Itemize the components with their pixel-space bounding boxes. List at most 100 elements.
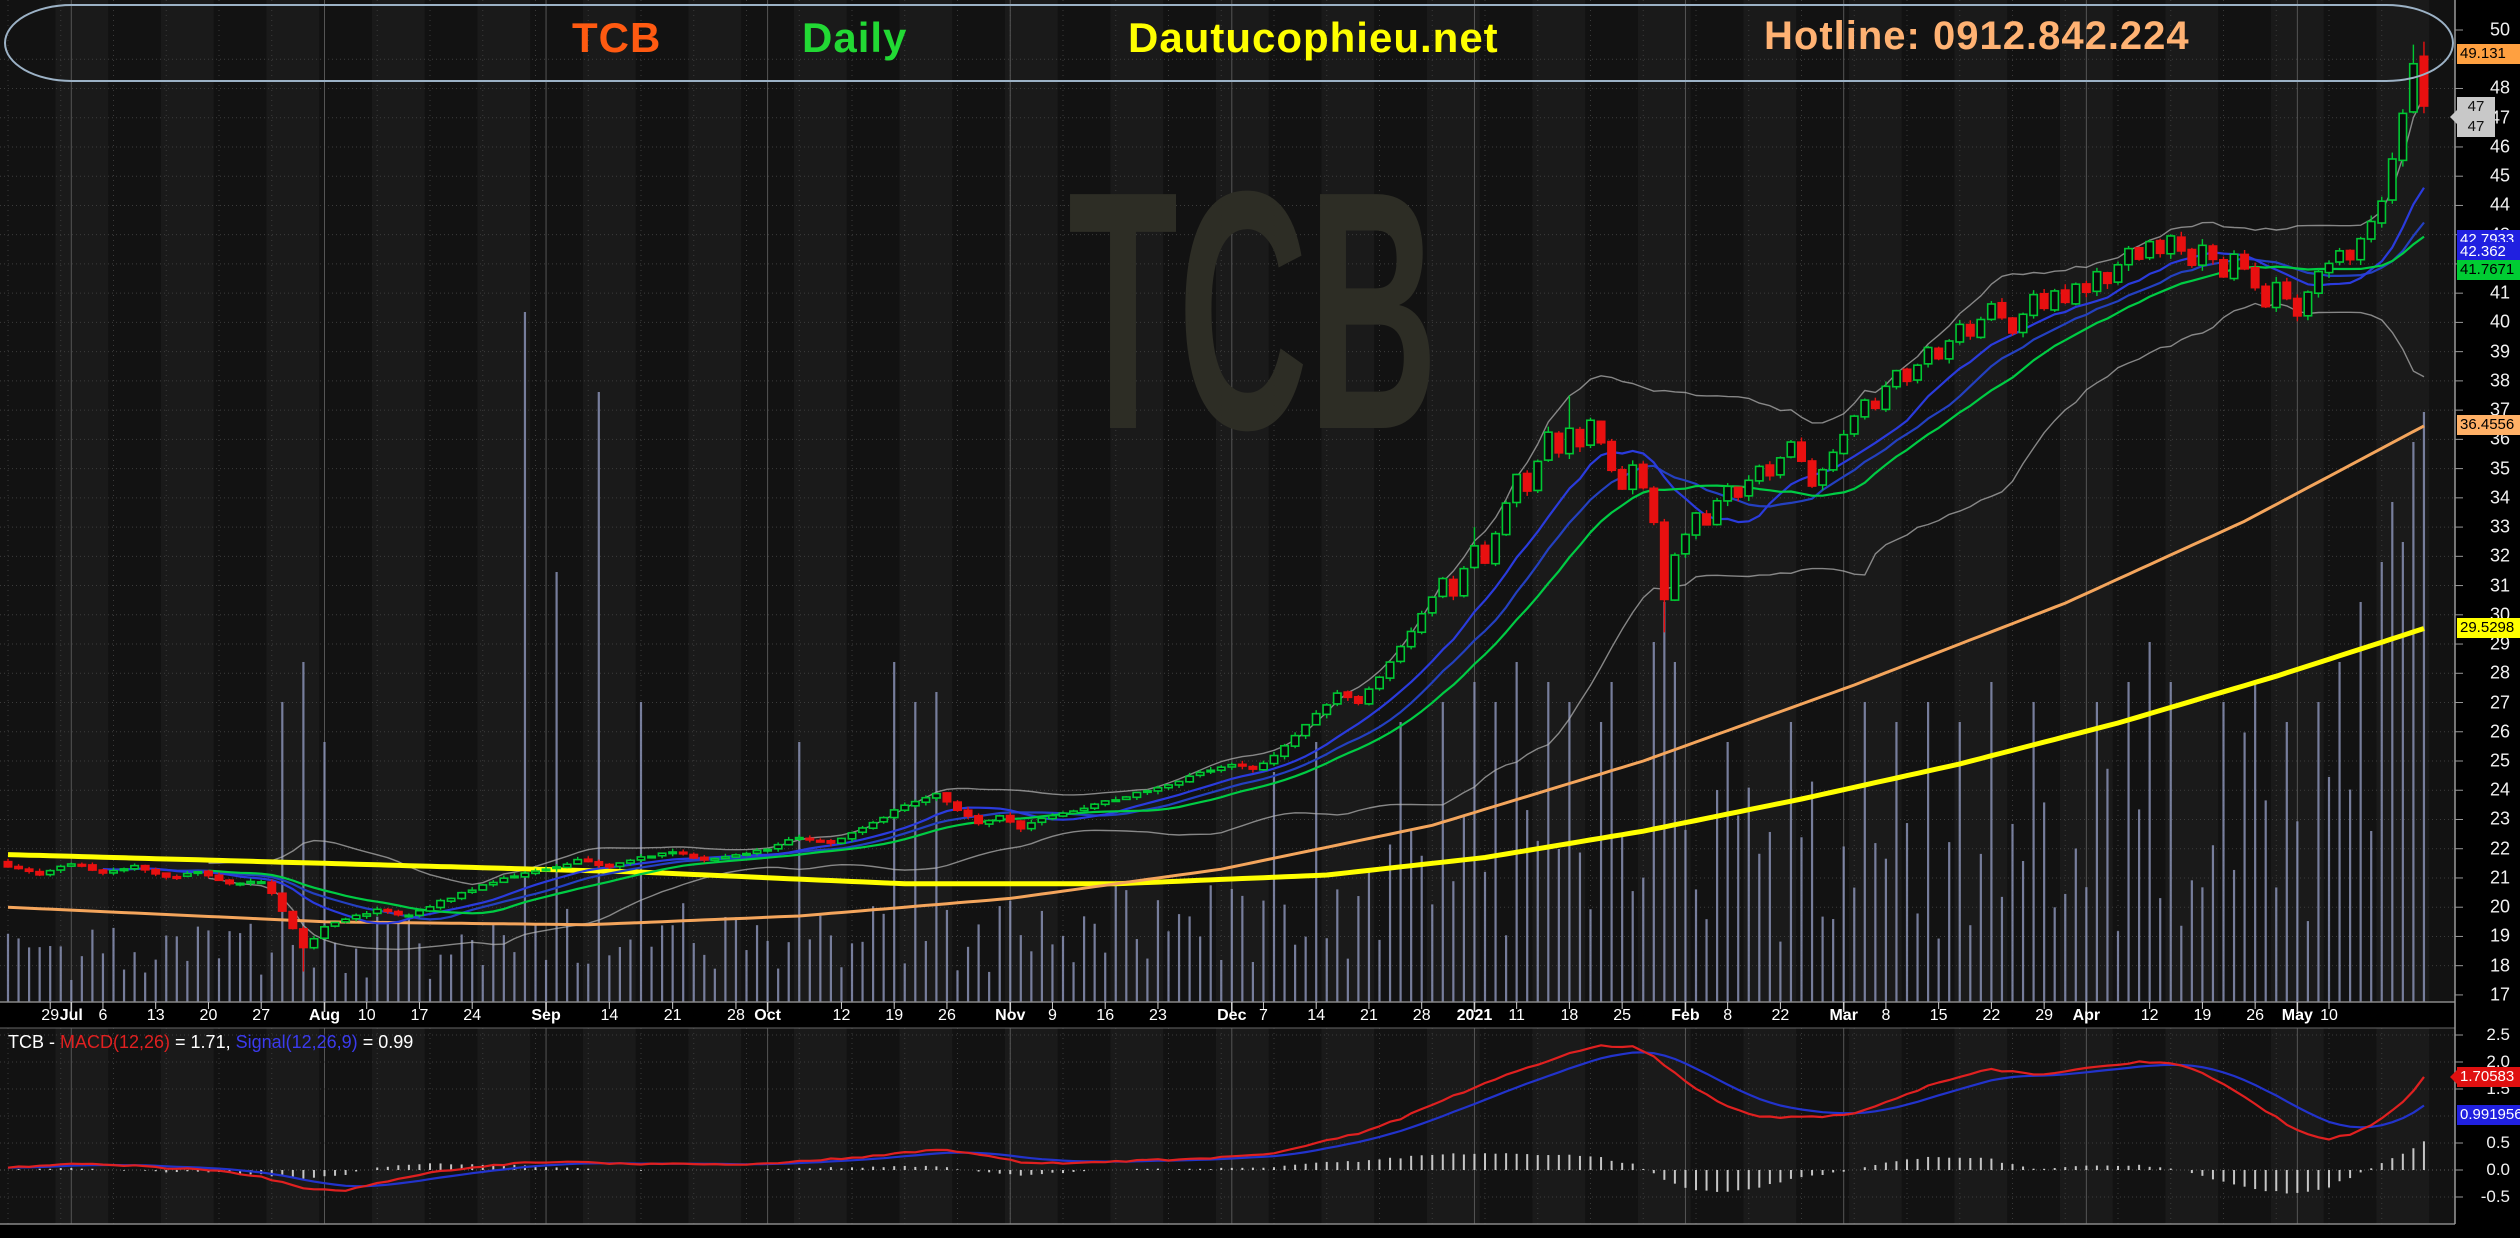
date-axis-day-label: 28 (727, 1007, 745, 1024)
macd-axis-tick: 0.0 (2486, 1160, 2510, 1179)
date-axis-month-label: Aug (308, 1007, 341, 1024)
price-axis-tick: 23 (2489, 808, 2510, 829)
price-axis-tick: 22 (2489, 838, 2510, 859)
price-value-tag: 41.7671 (2457, 259, 2520, 280)
price-axis-tick: 26 (2489, 721, 2510, 742)
price-axis-tick: 45 (2489, 165, 2510, 186)
price-value-tag: 49.131 (2457, 44, 2520, 65)
macd-value-tag: 0.991956 (2457, 1105, 2520, 1126)
price-axis-tick: 19 (2489, 925, 2510, 946)
date-axis-day-label: 27 (252, 1007, 271, 1024)
macd-title-value: = 1.71, (170, 1032, 236, 1052)
timeframe-label: Daily (802, 14, 908, 61)
price-axis-tick: 21 (2489, 867, 2510, 888)
macd-title-symbol: TCB - (8, 1032, 60, 1052)
price-axis-tick: 41 (2489, 282, 2510, 303)
date-axis-day-label: 28 (1412, 1007, 1431, 1024)
date-axis-day-label: 9 (1047, 1007, 1057, 1024)
price-axis-tick: 27 (2489, 692, 2510, 713)
macd-indicator-title: TCB - MACD(12,26) = 1.71, Signal(12,26,9… (8, 1032, 413, 1053)
macd-axis-tick: -0.5 (2480, 1187, 2510, 1206)
date-axis-day-label: 18 (1560, 1007, 1579, 1024)
price-axis-tick: 46 (2489, 136, 2510, 157)
date-axis-day-label: 12 (2140, 1007, 2159, 1024)
price-value-tag: 42.362 (2457, 242, 2520, 263)
date-axis-day-label: 13 (146, 1007, 165, 1024)
date-axis-day-label: 8 (1723, 1007, 1733, 1024)
macd-axis-tick: 2.5 (2486, 1025, 2510, 1044)
date-axis-day-label: 23 (1149, 1007, 1167, 1024)
price-axis-tick: 28 (2489, 662, 2510, 683)
date-axis-day-label: 10 (357, 1007, 376, 1024)
price-axis-tick: 24 (2489, 779, 2510, 800)
date-axis-day-label: 26 (2246, 1007, 2265, 1024)
price-axis-tick: 50 (2489, 19, 2510, 40)
date-axis-month-label: Nov (995, 1007, 1026, 1024)
price-axis-tick: 44 (2489, 194, 2510, 215)
date-axis-month-label: Apr (2072, 1007, 2101, 1024)
date-axis-day-label: 26 (938, 1007, 956, 1024)
date-axis-day-label: 20 (199, 1007, 218, 1024)
svg-text:TCB: TCB (1068, 121, 1438, 501)
price-axis-tick: 40 (2489, 311, 2510, 332)
price-axis-tick: 48 (2489, 77, 2510, 98)
date-axis-day-label: 14 (600, 1007, 619, 1024)
price-axis-tick: 33 (2489, 516, 2510, 537)
date-axis-day-label: 24 (463, 1007, 482, 1024)
date-axis-day-label: 16 (1096, 1007, 1115, 1024)
site-label: Dautucophieu.net (1128, 14, 1499, 61)
price-value-tag: 29.5298 (2457, 617, 2520, 638)
date-axis-day-label: 19 (885, 1007, 904, 1024)
symbol-label: TCB (572, 14, 662, 61)
date-axis-day-label: 14 (1307, 1007, 1326, 1024)
price-axis-tick: 17 (2489, 984, 2510, 1005)
date-axis-month-label: 2021 (1456, 1007, 1493, 1024)
date-axis-day-label: 21 (663, 1007, 682, 1024)
macd-title-signal-value: = 0.99 (357, 1032, 414, 1052)
date-axis-day-label: 19 (2193, 1007, 2212, 1024)
price-axis-tick: 32 (2489, 545, 2510, 566)
price-axis-tick: 29 (2489, 633, 2510, 654)
price-axis-tick: 18 (2489, 955, 2510, 976)
macd-axis-tick: 0.5 (2486, 1133, 2510, 1152)
date-axis-day-label: 11 (1508, 1007, 1525, 1024)
price-axis-tick: 34 (2489, 487, 2510, 508)
price-axis-tick: 31 (2489, 575, 2510, 596)
date-axis-day-label: 29 (2035, 1007, 2054, 1024)
price-axis-tick: 39 (2489, 341, 2510, 362)
price-value-tag: 47 47 (2450, 96, 2495, 137)
date-axis-day-label: 12 (832, 1007, 851, 1024)
date-axis-month-label: Oct (754, 1007, 781, 1024)
price-axis-tick: 25 (2489, 750, 2510, 771)
date-axis-day-label: 21 (1360, 1007, 1378, 1024)
date-axis-day-label: 22 (1771, 1007, 1790, 1024)
macd-title-signal: Signal(12,26,9) (235, 1032, 358, 1052)
macd-value-tag: 1.70583 (2450, 1066, 2520, 1087)
date-axis-day-label: 25 (1613, 1007, 1632, 1024)
date-axis-month-label: Mar (1829, 1007, 1858, 1024)
date-axis-day-label: 29 (41, 1007, 60, 1024)
macd-title-macd: MACD(12,26) (60, 1032, 171, 1052)
date-axis-day-label: 8 (1881, 1007, 1891, 1024)
date-axis-day-label: 17 (410, 1007, 429, 1024)
price-axis-tick: 20 (2489, 896, 2510, 917)
price-axis-tick: 37 (2489, 399, 2510, 420)
date-axis-month-label: Dec (1217, 1007, 1247, 1024)
date-axis-day-label: 15 (1929, 1007, 1948, 1024)
date-axis-month-label: Feb (1671, 1007, 1700, 1024)
date-axis-day-label: 7 (1258, 1007, 1268, 1024)
price-axis-tick: 35 (2489, 458, 2510, 479)
price-axis-tick: 38 (2489, 370, 2510, 391)
header-frame (4, 4, 2454, 82)
price-value-tag: 36.4556 (2457, 415, 2520, 436)
date-axis-month-label: Jul (59, 1007, 83, 1024)
date-axis-day-label: 10 (2320, 1007, 2338, 1024)
date-axis-month-label: Sep (531, 1007, 561, 1024)
macd-axis-tick: 2.0 (2486, 1052, 2510, 1071)
date-axis-day-label: 6 (98, 1007, 108, 1024)
date-axis-month-label: May (2281, 1007, 2313, 1024)
date-axis-day-label: 22 (1982, 1007, 2001, 1024)
hotline-label: Hotline: 0912.842.224 (1764, 14, 2190, 58)
